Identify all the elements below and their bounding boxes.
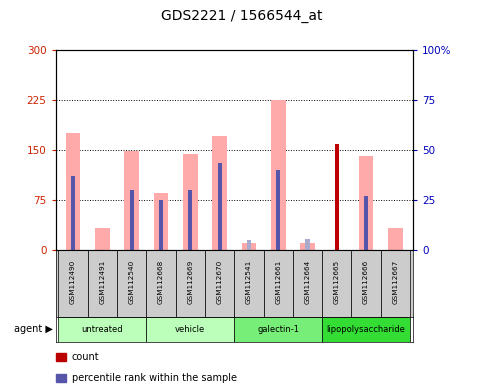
Bar xyxy=(146,250,176,317)
Bar xyxy=(117,250,146,317)
Text: GSM112540: GSM112540 xyxy=(128,260,135,304)
Text: percentile rank within the sample: percentile rank within the sample xyxy=(72,373,237,383)
Bar xyxy=(58,250,88,317)
Bar xyxy=(176,250,205,317)
Bar xyxy=(217,163,222,250)
Bar xyxy=(154,193,169,250)
Bar xyxy=(159,200,163,250)
Text: GSM112670: GSM112670 xyxy=(216,260,223,304)
Text: GDS2221 / 1566544_at: GDS2221 / 1566544_at xyxy=(161,9,322,23)
Bar xyxy=(335,144,339,250)
Bar xyxy=(293,250,322,317)
Bar xyxy=(183,154,198,250)
Bar xyxy=(95,228,110,250)
Bar xyxy=(388,228,403,250)
Text: GSM112491: GSM112491 xyxy=(99,260,105,304)
Bar xyxy=(188,190,192,250)
Bar xyxy=(71,176,75,250)
Text: vehicle: vehicle xyxy=(175,325,205,334)
Bar xyxy=(66,133,81,250)
Bar xyxy=(359,156,373,250)
Bar xyxy=(305,239,310,250)
Bar xyxy=(146,317,234,342)
Text: GSM112664: GSM112664 xyxy=(304,260,311,304)
Bar xyxy=(381,250,410,317)
Bar xyxy=(300,243,315,250)
Text: agent ▶: agent ▶ xyxy=(14,324,53,334)
Text: GSM112490: GSM112490 xyxy=(70,260,76,304)
Text: GSM112669: GSM112669 xyxy=(187,260,193,304)
Bar xyxy=(264,250,293,317)
Text: count: count xyxy=(72,352,99,362)
Bar xyxy=(205,250,234,317)
Bar xyxy=(364,196,368,250)
Text: GSM112667: GSM112667 xyxy=(392,260,398,304)
Bar xyxy=(242,243,256,250)
Bar xyxy=(125,151,139,250)
Bar xyxy=(247,240,251,250)
Text: lipopolysaccharide: lipopolysaccharide xyxy=(327,325,406,334)
Text: GSM112541: GSM112541 xyxy=(246,260,252,304)
Bar xyxy=(234,250,264,317)
Bar xyxy=(58,317,146,342)
Bar xyxy=(234,317,322,342)
Text: untreated: untreated xyxy=(82,325,123,334)
Bar xyxy=(352,250,381,317)
Bar xyxy=(335,186,339,250)
Bar xyxy=(322,317,410,342)
Text: GSM112661: GSM112661 xyxy=(275,260,281,304)
Bar xyxy=(322,250,352,317)
Text: GSM112665: GSM112665 xyxy=(334,260,340,304)
Text: GSM112666: GSM112666 xyxy=(363,260,369,304)
Text: GSM112668: GSM112668 xyxy=(158,260,164,304)
Bar xyxy=(129,190,134,250)
Bar xyxy=(213,136,227,250)
Text: galectin-1: galectin-1 xyxy=(257,325,299,334)
Bar xyxy=(276,170,280,250)
Bar xyxy=(88,250,117,317)
Bar xyxy=(271,100,285,250)
